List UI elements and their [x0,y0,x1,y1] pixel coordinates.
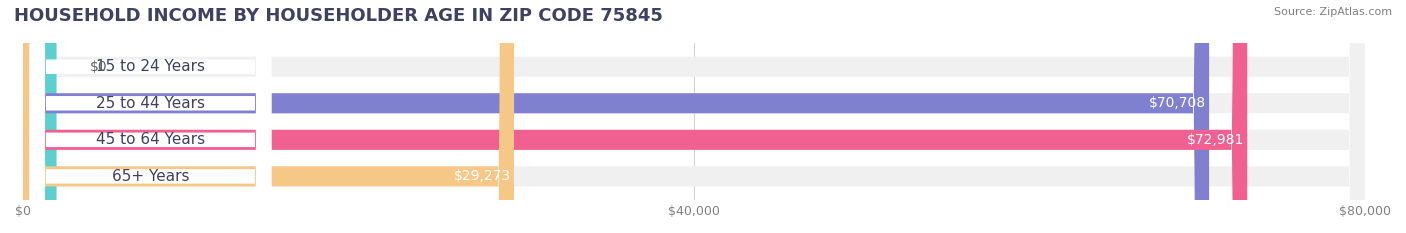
Text: 45 to 64 Years: 45 to 64 Years [96,132,205,147]
FancyBboxPatch shape [22,0,1365,233]
FancyBboxPatch shape [30,0,271,233]
FancyBboxPatch shape [22,0,1247,233]
Text: Source: ZipAtlas.com: Source: ZipAtlas.com [1274,7,1392,17]
FancyBboxPatch shape [22,0,1209,233]
Text: HOUSEHOLD INCOME BY HOUSEHOLDER AGE IN ZIP CODE 75845: HOUSEHOLD INCOME BY HOUSEHOLDER AGE IN Z… [14,7,664,25]
FancyBboxPatch shape [30,0,271,233]
FancyBboxPatch shape [22,0,1365,233]
Text: $72,981: $72,981 [1187,133,1244,147]
Text: $29,273: $29,273 [454,169,512,183]
Text: 15 to 24 Years: 15 to 24 Years [96,59,205,74]
FancyBboxPatch shape [22,0,1365,233]
FancyBboxPatch shape [30,0,271,233]
FancyBboxPatch shape [30,0,271,233]
Text: 65+ Years: 65+ Years [111,169,190,184]
FancyBboxPatch shape [22,0,1365,233]
Text: $0: $0 [90,60,108,74]
FancyBboxPatch shape [22,0,515,233]
Text: $70,708: $70,708 [1149,96,1206,110]
FancyBboxPatch shape [22,0,56,233]
Text: 25 to 44 Years: 25 to 44 Years [96,96,205,111]
